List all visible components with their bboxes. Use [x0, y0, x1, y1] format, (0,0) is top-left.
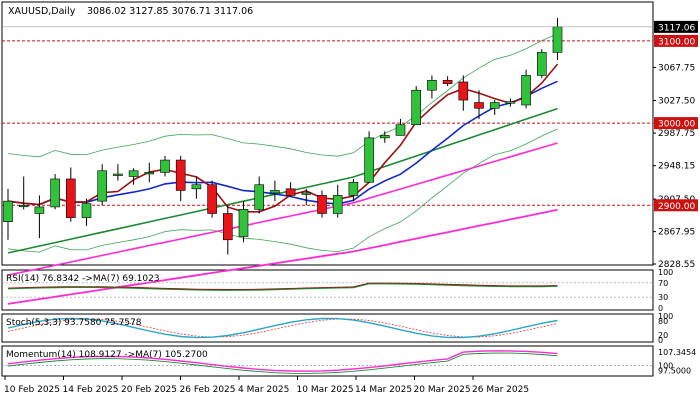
ma-blue-line: [7, 80, 558, 206]
price-tick-label: 2828.55: [658, 260, 695, 270]
momentum-line: [7, 350, 558, 372]
date-tick-label: 20 Feb 2025: [121, 385, 177, 395]
level-3100-label: 3100.00: [658, 37, 695, 47]
candle-body: [97, 170, 107, 202]
date-tick-label: 10 Feb 2025: [4, 385, 60, 395]
stoch-pane-frame: [1, 313, 654, 343]
candle-body: [442, 80, 453, 84]
ma-pink-line: [7, 142, 558, 276]
candle-body: [3, 200, 13, 223]
candle-body: [332, 195, 343, 214]
candle-body: [238, 209, 249, 237]
date-tick-label: 14 Feb 2025: [63, 385, 119, 395]
rsi-line: [7, 282, 558, 291]
candle-body: [175, 159, 186, 191]
candle-body: [128, 170, 139, 177]
price-tick-label: 3027.50: [658, 96, 695, 106]
momentum-tick-label: 100: [658, 362, 673, 371]
price-tick-label: 2948.15: [658, 162, 695, 172]
candle-body: [191, 184, 202, 190]
date-tick-label: 4 Mar 2025: [238, 385, 289, 395]
price-tick-label: 2987.75: [658, 129, 695, 139]
stoch-tick-label: 100: [658, 312, 673, 321]
level-2900-label: 2900.00: [658, 202, 695, 212]
candle-body: [144, 172, 155, 175]
candle-body: [505, 101, 516, 104]
candle-body: [411, 89, 422, 126]
candle-body: [285, 188, 296, 196]
stoch-title: Stoch(5,3,3) 93.7580 75.7578: [6, 318, 142, 328]
candle-body: [348, 181, 359, 196]
level-3100-label-box: [654, 34, 698, 47]
candle-body: [18, 204, 29, 208]
ma-magenta-line: [7, 208, 558, 305]
candle-body: [223, 213, 233, 241]
candle-body: [81, 203, 92, 218]
momentum-title: Momentum(14) 108.9127 ->MA(7) 105.2700: [6, 350, 208, 360]
candle-body: [270, 190, 280, 194]
date-tick-label: 26 Feb 2025: [180, 385, 236, 395]
candle-body: [552, 26, 563, 53]
last-price-label-box: [654, 20, 698, 33]
candle-body: [474, 102, 484, 109]
date-tick-label: 10 Mar 2025: [297, 385, 354, 395]
level-2900-label-box: [654, 199, 698, 212]
candle-body: [458, 81, 469, 101]
price-tick-label: 3067.75: [658, 63, 695, 73]
candle-body: [317, 195, 327, 214]
stoch-tick-label: 80: [658, 317, 668, 326]
candle-body: [427, 80, 437, 91]
candle-body: [364, 137, 374, 183]
candle-body: [395, 124, 406, 136]
momentum-ma-line: [7, 352, 558, 374]
bollinger-lower-line: [7, 128, 558, 253]
candle-body: [50, 178, 60, 208]
rsi-title: RSI(14) 76.8342 ->MA(7) 69.1023: [6, 274, 160, 284]
candle-body: [254, 184, 264, 210]
rsi-pane-frame: [1, 269, 654, 311]
stoch-main-line: [7, 317, 558, 339]
candle-body: [207, 184, 217, 214]
last-price-label: 3117.06: [658, 23, 695, 33]
date-tick-label: 26 Mar 2025: [472, 385, 529, 395]
ma-green-line: [7, 107, 558, 254]
rsi-ma-line: [7, 283, 558, 291]
candle-body: [113, 173, 123, 176]
date-tick-label: 20 Mar 2025: [414, 385, 471, 395]
rsi-tick-label: 100: [658, 268, 673, 277]
stoch-tick-label: 20: [658, 331, 668, 340]
rsi-tick-label: 30: [658, 293, 668, 302]
candle-body: [66, 178, 76, 218]
momentum-tick-label: 107.3454: [658, 348, 696, 357]
level-3000-label-box: [654, 117, 698, 130]
ohlc-readout: 3086.02 3127.85 3076.71 3117.06: [87, 6, 253, 17]
date-tick-label: 14 Mar 2025: [355, 385, 412, 395]
candle-body: [489, 102, 500, 109]
momentum-tick-label: 97.5000: [658, 366, 691, 375]
candle-body: [536, 52, 547, 76]
stoch-tick-label: 0: [658, 336, 663, 345]
candle-body: [521, 75, 531, 106]
candle-body: [34, 206, 45, 214]
level-3000-label: 3000.00: [658, 120, 695, 130]
candle-body: [301, 192, 312, 195]
price-tick-label: 2867.95: [658, 228, 695, 238]
rsi-tick-label: 0: [658, 304, 663, 313]
momentum-pane-frame: [1, 345, 654, 377]
rsi-tick-label: 70: [658, 279, 668, 288]
candle-body: [379, 135, 390, 139]
candle-body: [160, 159, 170, 173]
ma-red-line: [7, 63, 559, 213]
bollinger-upper-line: [7, 33, 558, 158]
symbol-title: XAUUSD,Daily: [8, 6, 76, 17]
